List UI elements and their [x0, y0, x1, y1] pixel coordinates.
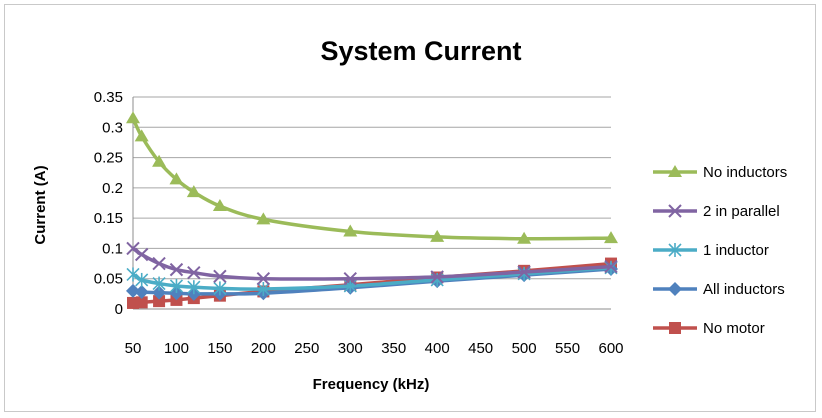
y-tick-label: 0.05: [94, 271, 123, 288]
chart-title: System Current: [320, 36, 521, 66]
y-tick-label: 0: [115, 301, 123, 318]
y-tick-label: 0.25: [94, 150, 123, 167]
x-tick-label: 450: [468, 340, 493, 357]
tick-layer: 0 0.05 0.1 0.15 0.2 0.25 0.3 0.35 50 100 150 200 250…: [94, 89, 624, 357]
series-no-inductors: [126, 111, 618, 244]
x-tick-label: 200: [251, 340, 276, 357]
legend-item: No inductors: [653, 164, 787, 181]
x-tick-label: 250: [294, 340, 319, 357]
legend-item: All inductors: [653, 281, 785, 298]
y-tick-label: 0.35: [94, 89, 123, 106]
legend-item: 2 in parallel: [653, 203, 780, 220]
x-tick-label: 600: [598, 340, 623, 357]
data-point-marker: [126, 111, 140, 123]
y-tick-label: 0.1: [102, 240, 123, 257]
series-layer: [126, 111, 618, 309]
legend-marker-icon: [668, 282, 682, 296]
legend: No inductors 2 in parallel 1 inductor All i…: [653, 164, 787, 337]
chart-frame: System Current Frequency (kHz) Current (…: [4, 4, 816, 412]
series-line: [133, 118, 611, 239]
x-tick-label: 550: [555, 340, 580, 357]
x-tick-label: 150: [207, 340, 232, 357]
legend-marker-icon: [669, 322, 681, 334]
x-tick-label: 50: [125, 340, 142, 357]
legend-label: All inductors: [703, 281, 785, 298]
x-tick-label: 500: [512, 340, 537, 357]
legend-label: No inductors: [703, 164, 787, 181]
y-tick-label: 0.15: [94, 210, 123, 227]
y-tick-label: 0.3: [102, 119, 123, 136]
data-point-marker: [136, 248, 148, 260]
system-current-chart: System Current Frequency (kHz) Current (…: [5, 5, 817, 413]
x-tick-label: 350: [381, 340, 406, 357]
x-tick-label: 100: [164, 340, 189, 357]
legend-label: 2 in parallel: [703, 203, 780, 220]
y-tick-label: 0.2: [102, 180, 123, 197]
y-axis-label: Current (A): [32, 165, 49, 244]
x-tick-label: 400: [425, 340, 450, 357]
data-point-marker: [135, 129, 149, 141]
legend-label: No motor: [703, 320, 765, 337]
x-tick-label: 300: [338, 340, 363, 357]
x-axis-label: Frequency (kHz): [313, 376, 430, 393]
legend-item: No motor: [653, 320, 765, 337]
legend-item: 1 inductor: [653, 242, 769, 259]
legend-label: 1 inductor: [703, 242, 769, 259]
